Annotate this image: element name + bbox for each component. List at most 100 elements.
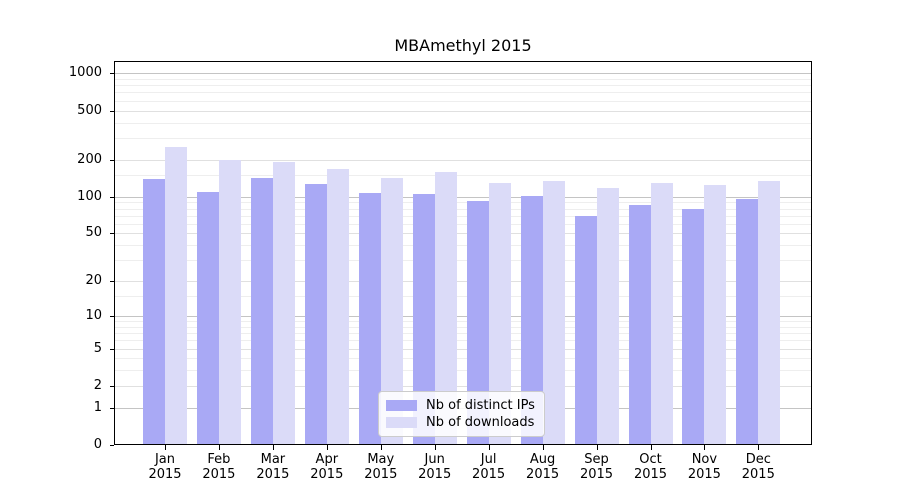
x-axis-tick [542,445,544,450]
x-label-month: May [367,452,395,467]
bar-downloads [326,169,349,445]
x-axis-tick [758,445,760,450]
x-label-month: Aug [529,452,556,467]
y-axis-tick-label: 20 [85,273,102,289]
x-label-month: Dec [745,452,771,467]
bar-downloads [596,188,619,445]
x-axis-tick-label: May 2015 [353,452,409,482]
y-axis-tick-label: 5 [93,340,102,356]
x-axis-tick-label: Apr 2015 [299,452,355,482]
major-gridline [115,281,811,283]
x-label-month: Sep [584,452,609,467]
minor-gridline [115,122,811,124]
legend-item-downloads: Nb of downloads [386,414,537,431]
x-axis-tick [488,445,490,450]
major-gridline [115,316,811,317]
y-axis-tick-label: 10 [85,308,102,323]
y-axis-tick-label: 500 [77,102,102,118]
x-axis-tick-label: Jul 2015 [461,452,517,482]
x-label-year: 2015 [526,467,560,482]
minor-gridline [115,295,811,297]
x-label-year: 2015 [310,467,344,482]
bar-distinct-ips [358,193,381,445]
major-gridline [115,73,811,75]
x-axis-tick [596,445,598,450]
y-axis-tick [110,385,114,387]
y-axis-tick [110,281,114,283]
minor-gridline [115,333,811,335]
bar-downloads [165,146,187,445]
bar-distinct-ips [196,191,219,445]
x-label-year: 2015 [148,467,182,482]
minor-gridline [115,137,811,139]
major-gridline [115,196,811,198]
y-axis-tick [110,316,114,317]
minor-gridline [115,326,811,328]
x-label-month: Feb [207,452,231,467]
bar-distinct-ips [628,204,651,445]
legend-item-distinct-ips: Nb of distinct IPs [386,397,537,414]
bar-downloads [704,185,727,445]
x-axis-tick-label: Mar 2015 [245,452,301,482]
y-axis-tick-label: 2 [93,377,102,393]
x-label-month: Jul [480,452,497,467]
minor-gridline [115,92,811,94]
x-axis-tick [326,445,328,450]
x-label-year: 2015 [364,467,398,482]
minor-gridline [115,215,811,217]
x-label-month: Jun [424,452,445,467]
x-axis-tick-label: Nov 2015 [676,452,732,482]
x-label-month: Apr [315,452,339,467]
y-axis-tick [110,445,114,446]
bar-downloads [542,181,565,445]
bar-downloads [218,159,241,445]
minor-gridline [115,245,811,247]
x-axis-tick-label: Dec 2015 [730,452,786,482]
bar-distinct-ips [520,196,543,445]
minor-gridline [115,340,811,342]
legend: Nb of distinct IPs Nb of downloads [378,391,545,437]
minor-gridline [115,208,811,210]
bar-downloads [488,183,511,445]
bar-downloads [434,172,457,445]
bar-distinct-ips [466,200,489,445]
bar-downloads [650,182,673,445]
x-axis-tick [165,445,166,450]
minor-gridline [115,260,811,262]
bar-downloads [380,178,403,445]
bar-downloads [758,181,781,445]
bar-distinct-ips [250,177,273,445]
minor-gridline [115,358,811,360]
y-axis-tick [110,407,114,409]
bar-distinct-ips [143,178,165,445]
x-axis-tick-label: Oct 2015 [623,452,679,482]
major-gridline [115,110,811,112]
y-axis-tick [110,73,114,75]
x-axis-tick [272,445,274,450]
y-axis-tick [110,159,114,161]
x-axis-tick [650,445,652,450]
x-axis-tick-label: Sep 2015 [569,452,625,482]
minor-gridline [115,175,811,176]
major-gridline [115,385,811,387]
x-label-month: Oct [639,452,662,467]
x-axis-tick-label: Feb 2015 [191,452,247,482]
minor-gridline [115,85,811,87]
minor-gridline [115,100,811,102]
bar-downloads [272,162,295,445]
minor-gridline [115,78,811,80]
y-axis-tick-label: 1000 [68,65,102,81]
x-axis-tick [380,445,382,450]
minor-gridline [115,202,811,204]
major-gridline [115,159,811,161]
y-axis-tick-label: 200 [77,151,102,167]
x-label-year: 2015 [202,467,236,482]
y-axis-tick [110,196,114,198]
x-axis-tick [218,445,220,450]
y-axis-tick [110,348,114,350]
x-axis-tick-label: Jan 2015 [137,452,193,482]
x-label-month: Mar [260,452,286,467]
x-axis-tick [704,445,706,450]
x-label-month: Jan [154,452,176,467]
